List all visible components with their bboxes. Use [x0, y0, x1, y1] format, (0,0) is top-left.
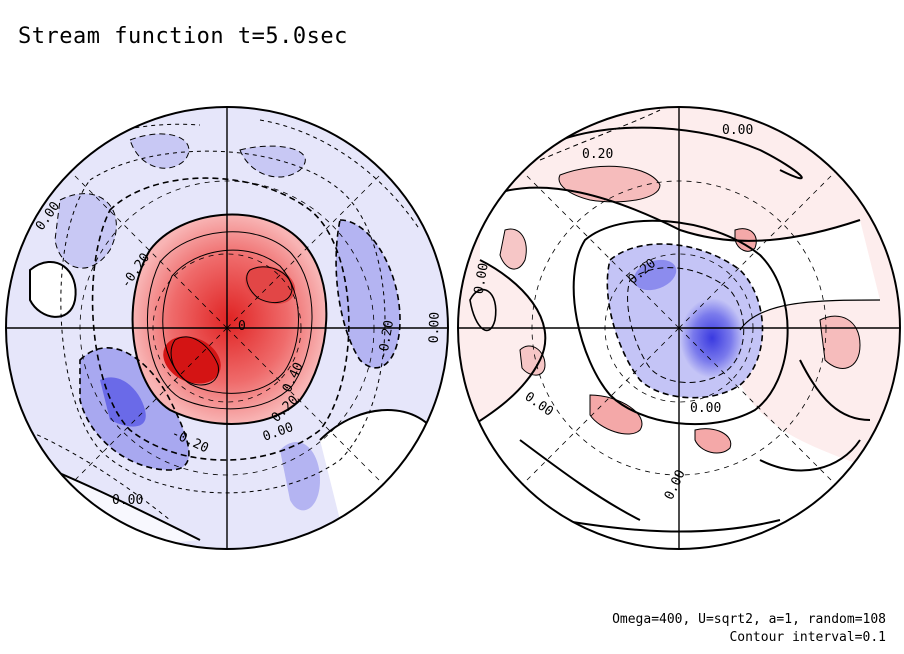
left-positive-region	[132, 214, 327, 424]
right-positive-region	[590, 395, 642, 435]
right-axes	[458, 107, 900, 549]
contour-label: 0.00	[722, 123, 753, 138]
contour-label: 0.00	[690, 401, 721, 416]
contour-label: 0	[238, 319, 246, 334]
contour-label: 0.20	[582, 147, 613, 162]
left-hemisphere-border	[5, 106, 449, 550]
footer-parameters: Omega=400, U=sqrt2, a=1, random=108	[612, 612, 886, 627]
right-positive-region	[500, 229, 527, 270]
contour-label: 0.00	[472, 262, 492, 295]
right-hemisphere-border	[457, 106, 901, 550]
left-white-region	[30, 261, 76, 317]
left-axes	[6, 107, 448, 549]
figure-title: Stream function t=5.0sec	[18, 24, 348, 49]
left-negative-region	[280, 441, 320, 511]
left-negative-region	[100, 377, 146, 427]
right-contours	[458, 109, 881, 533]
left-negative-region	[130, 133, 189, 169]
left-hemisphere	[6, 107, 448, 549]
contour-label: -0.20	[376, 319, 398, 360]
left-negative-region	[240, 146, 306, 178]
footer-contour-interval: Contour interval=0.1	[729, 630, 886, 645]
right-negative-core	[680, 298, 744, 378]
contour-label: 0.00	[427, 312, 443, 344]
right-negative-core	[633, 259, 677, 291]
right-positive-region	[520, 345, 545, 376]
right-hemisphere	[458, 107, 900, 549]
right-positive-region	[820, 316, 860, 369]
left-negative-region	[55, 193, 117, 269]
right-positive-region	[695, 428, 731, 454]
contour-label: 0.00	[112, 493, 143, 508]
